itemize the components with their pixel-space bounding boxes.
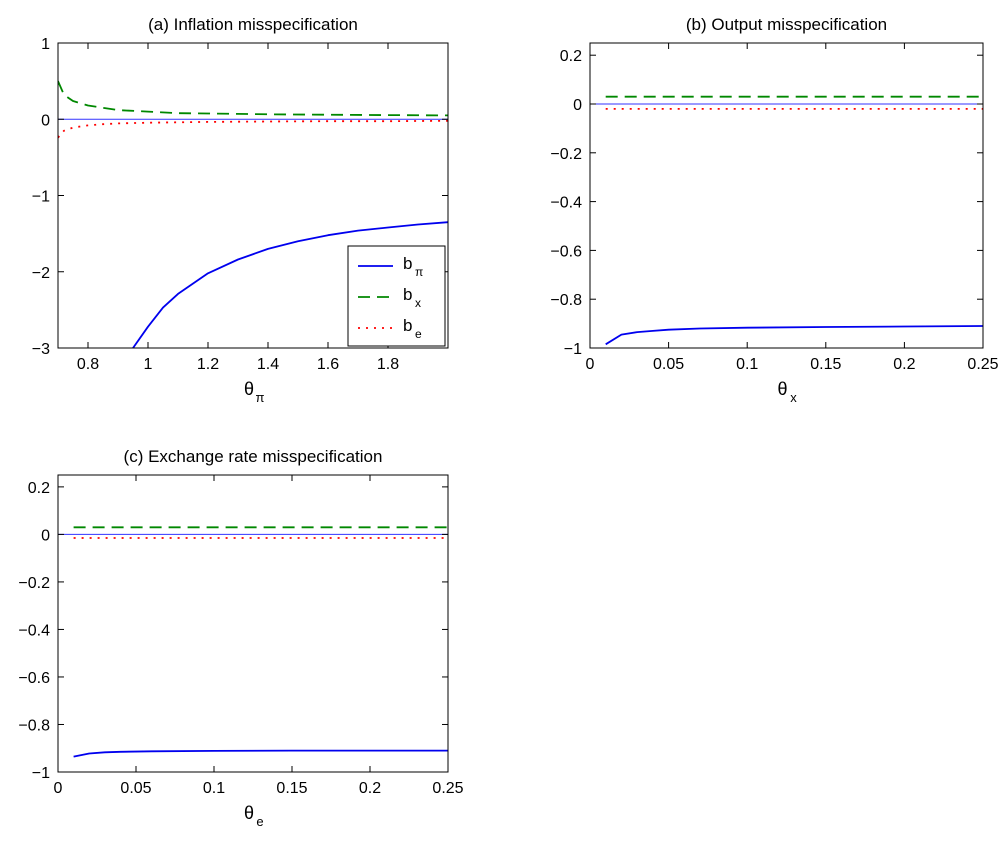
panel-b-ytick-label: −0.6 (550, 243, 582, 260)
panel-b-xtick-label: 0.2 (893, 356, 915, 373)
panel-c-xtick-label: 0.25 (432, 780, 463, 797)
panel-c-ytick-label: −0.6 (18, 670, 50, 687)
legend-label: b (403, 285, 412, 304)
panel-c-series-b-pi (73, 749, 448, 758)
panel-b-xtick-label: 0.15 (810, 356, 841, 373)
panel-b-xtick-label: 0 (586, 356, 595, 373)
panel-b-axes-frame (589, 42, 984, 349)
panel-b-xtick-label: 0.05 (653, 356, 684, 373)
panel-a-series-b-x (58, 80, 448, 117)
panel-c-ytick-label: −0.8 (18, 717, 50, 734)
panel-c-ytick-label: −0.2 (18, 575, 50, 592)
panel-a-ytick-label: 1 (41, 36, 50, 53)
legend-label-subscript: e (415, 327, 422, 341)
panel-c-xtick-label: 0.1 (203, 780, 225, 797)
panel-b-ytick-label: −1 (564, 341, 582, 358)
panel-c: 0 0.05 0.1 0.15 0.2 0.25 0.2 0 −0.2 −0.4 −0.6 −0.8 −… (18, 447, 463, 829)
panel-c-axes-frame (57, 474, 449, 773)
panel-a-xtick-label: 1.8 (377, 356, 399, 373)
panel-c-title: (c) Exchange rate misspecification (124, 447, 383, 466)
panel-b-xtick-label: 0.25 (967, 356, 998, 373)
panel-a: 0.8 1 1.2 1.4 1.6 1.8 1 0 −1 −2 −3 (a) Inflation mi… (32, 15, 449, 405)
panel-c-ytick-label: 0 (41, 527, 50, 544)
panel-b-xtick-label: 0.1 (736, 356, 758, 373)
panel-a-xtick-label: 1.2 (197, 356, 219, 373)
panel-a-xlabel-subscript: π (256, 390, 265, 405)
legend-label: b (403, 254, 412, 273)
panel-a-title: (a) Inflation misspecification (148, 15, 358, 34)
legend-label-subscript: x (415, 296, 421, 310)
panel-a-series-b-pi (132, 221, 448, 348)
panel-b-xlabel-subscript: x (790, 390, 797, 405)
panel-c-xlabel-subscript: e (256, 814, 263, 829)
panel-a-xtick-label: 1 (144, 356, 153, 373)
panel-b-ytick-label: 0 (573, 97, 582, 114)
panel-a-xtick-label: 1.4 (257, 356, 279, 373)
panel-b-title: (b) Output misspecification (686, 15, 887, 34)
panel-c-ytick-label: −1 (32, 765, 50, 782)
panel-c-ytick-label: −0.4 (18, 622, 50, 639)
panel-c-xtick-label: 0.05 (120, 780, 151, 797)
legend-label: b (403, 316, 412, 335)
panel-b-ytick-label: 0.2 (560, 48, 582, 65)
panel-a-ytick-label: −2 (32, 265, 50, 282)
panel-a-ytick-label: −1 (32, 189, 50, 206)
panel-c-ytick-label: 0.2 (28, 480, 50, 497)
panel-a-xtick-label: 0.8 (77, 356, 99, 373)
panel-c-xtick-label: 0 (54, 780, 63, 797)
panel-a-xlabel: θ (244, 379, 254, 399)
panel-a-series-b-e (58, 119, 448, 139)
legend: b πb xb e (347, 245, 446, 347)
panel-a-xtick-label: 1.6 (317, 356, 339, 373)
panel-b-plot-area (590, 43, 983, 348)
panel-a-ytick-label: 0 (41, 112, 50, 129)
panel-c-plot-area (58, 475, 448, 772)
panel-a-ytick-label: −3 (32, 341, 50, 358)
panel-b-ytick-label: −0.4 (550, 195, 582, 212)
legend-box (347, 245, 446, 347)
panel-b-ytick-label: −0.8 (550, 292, 582, 309)
panel-b-ytick-label: −0.2 (550, 146, 582, 163)
panel-b-xlabel: θ (777, 379, 787, 399)
panel-c-xlabel: θ (244, 803, 254, 823)
legend-label-subscript: π (415, 265, 423, 279)
panel-c-xtick-label: 0.2 (359, 780, 381, 797)
panel-b: 0 0.05 0.1 0.15 0.2 0.25 0.2 0 −0.2 −0.4 −0.6 −0.8 −… (550, 15, 998, 405)
panel-b-series-b-pi (605, 325, 983, 346)
panel-c-xtick-label: 0.15 (276, 780, 307, 797)
